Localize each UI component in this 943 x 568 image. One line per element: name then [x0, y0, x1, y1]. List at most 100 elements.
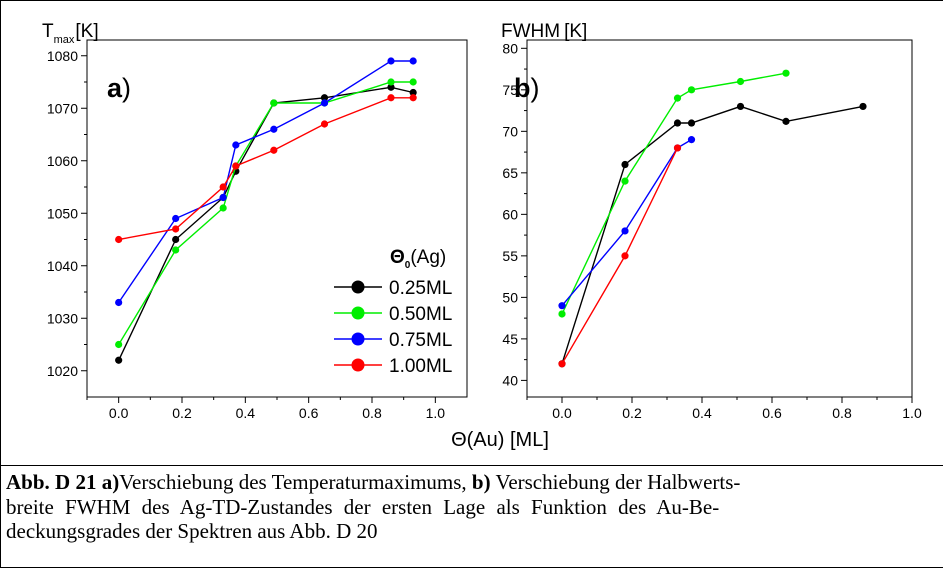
x-tick-label: 0.6	[762, 405, 782, 421]
y-axis-label-main: FWHM	[501, 21, 560, 42]
legend-swatch-marker	[351, 306, 365, 320]
y-tick-label: 1080	[47, 48, 78, 64]
legend-title: Θ0(Ag)	[390, 247, 446, 271]
x-tick-label: 1.0	[426, 405, 446, 421]
data-point	[687, 119, 696, 127]
legend-swatch-marker	[351, 280, 365, 294]
x-tick-label: 0.2	[172, 405, 192, 421]
legend-swatch-marker	[351, 332, 365, 346]
data-point	[320, 99, 329, 107]
data-point	[736, 77, 745, 86]
x-tick-label: 0.8	[832, 405, 852, 421]
data-point	[115, 340, 123, 349]
legend-entry: 1.00ML	[389, 356, 452, 377]
caption-line-1: Abb. D 21 a)Verschiebung des Temperaturm…	[6, 470, 943, 495]
data-point	[172, 214, 180, 223]
data-point	[409, 88, 417, 97]
data-point	[270, 146, 278, 154]
y-tick-label: 75	[502, 82, 518, 98]
series-line-series-1	[561, 105, 864, 365]
data-point	[387, 57, 395, 65]
y-tick-label: 1020	[47, 363, 78, 379]
y-tick-label: 1060	[47, 153, 78, 169]
y-tick-label: 40	[502, 372, 518, 388]
data-point	[115, 235, 123, 244]
legend-entry: 0.50ML	[389, 304, 452, 325]
y-axis-label-unit: [K]	[564, 21, 587, 42]
chart-panel-a: Tmax[K] a) 0.0 0.2 0.4 0.6 0.8 1.0 1020 1030 1040 1…	[42, 21, 468, 421]
y-tick-label: 1070	[47, 100, 78, 116]
series-line-0.50ML	[118, 81, 414, 345]
y-tick-label: 60	[502, 206, 518, 222]
panel-label-letter: a	[107, 73, 123, 103]
caption-label-a: Abb. D 21 a)	[6, 470, 120, 494]
legend-entry: 0.25ML	[389, 278, 452, 299]
data-point	[621, 177, 629, 185]
y-tick-label: 50	[502, 289, 518, 305]
y-axis-label-subscript: max	[54, 34, 75, 46]
x-tick-label: 0.0	[109, 405, 129, 421]
series-line-1.00ML	[118, 97, 414, 241]
legend-entry: 0.75ML	[389, 330, 452, 351]
y-tick-label: 45	[502, 331, 518, 347]
data-point	[673, 119, 682, 127]
y-tick-label: 1050	[47, 205, 78, 221]
panel-label: b)	[514, 73, 540, 103]
caption-divider	[0, 465, 943, 466]
y-tick-label: 55	[502, 248, 518, 264]
data-point	[558, 360, 566, 368]
data-point	[219, 193, 227, 202]
x-tick-label: 0.0	[552, 405, 572, 421]
panel-label: a)	[107, 73, 131, 103]
data-point	[859, 102, 867, 111]
data-point	[232, 162, 240, 170]
x-tick-label: 1.0	[902, 405, 922, 421]
x-tick-label: 0.4	[236, 405, 256, 421]
data-point	[387, 78, 395, 86]
figure-canvas: Tmax[K]a)0.0 0.2 0.4 0.6 0.8 1.01020103010401…	[42, 21, 922, 451]
data-point	[387, 94, 395, 102]
caption-line-3: deckungsgrades der Spektren aus Abb. D 2…	[6, 519, 378, 543]
data-point	[219, 183, 227, 191]
x-tick-label: 0.6	[299, 405, 319, 421]
data-point	[687, 136, 696, 144]
y-axis-label-unit: [K]	[75, 21, 98, 42]
data-point	[558, 310, 566, 318]
data-point	[115, 356, 123, 364]
figure-caption: Abb. D 21 a)Verschiebung des Temperaturm…	[6, 470, 943, 544]
y-tick-label: 65	[502, 165, 518, 181]
caption-text-1: Verschiebung des Temperaturmaximums,	[119, 470, 472, 494]
shared-x-axis-label: Θ(Au) [ML]	[451, 429, 549, 451]
x-tick-label: 0.8	[362, 405, 382, 421]
data-point	[782, 117, 790, 125]
data-point	[621, 252, 629, 260]
series-line-series-3	[561, 138, 692, 307]
data-point	[387, 83, 395, 91]
y-tick-label: 1030	[47, 310, 78, 326]
series-line-series-2	[561, 72, 787, 315]
data-point	[172, 235, 180, 244]
data-point	[172, 225, 180, 233]
y-axis-label: Tmax[K]	[42, 21, 99, 46]
panel-label-paren: )	[531, 73, 540, 103]
data-point	[673, 144, 682, 152]
data-point	[270, 125, 278, 133]
data-point	[219, 204, 227, 212]
legend-swatch-marker	[351, 358, 365, 372]
caption-label-b: b)	[471, 470, 491, 494]
chart-panel-b: FWHM [K] b) 0.0 0.2 0.4 0.6 0.8 1.0 40 45 50 55 60 65 7…	[501, 21, 922, 421]
y-tick-label: 1040	[47, 258, 78, 274]
data-point	[409, 78, 417, 86]
series-line-0.25ML	[118, 86, 414, 361]
plot-frame	[526, 39, 913, 398]
y-axis-label-main: T	[42, 21, 54, 42]
caption-line-2: breite FWHM des Ag-TD-Zustandes der erst…	[6, 494, 720, 519]
data-point	[673, 94, 682, 102]
y-tick-label: 80	[502, 40, 518, 56]
data-point	[558, 302, 566, 310]
data-point	[115, 298, 123, 307]
panel-label-paren: )	[122, 73, 131, 103]
caption-text-2: Verschiebung der Halbwerts-	[490, 470, 741, 494]
data-point	[782, 69, 790, 77]
